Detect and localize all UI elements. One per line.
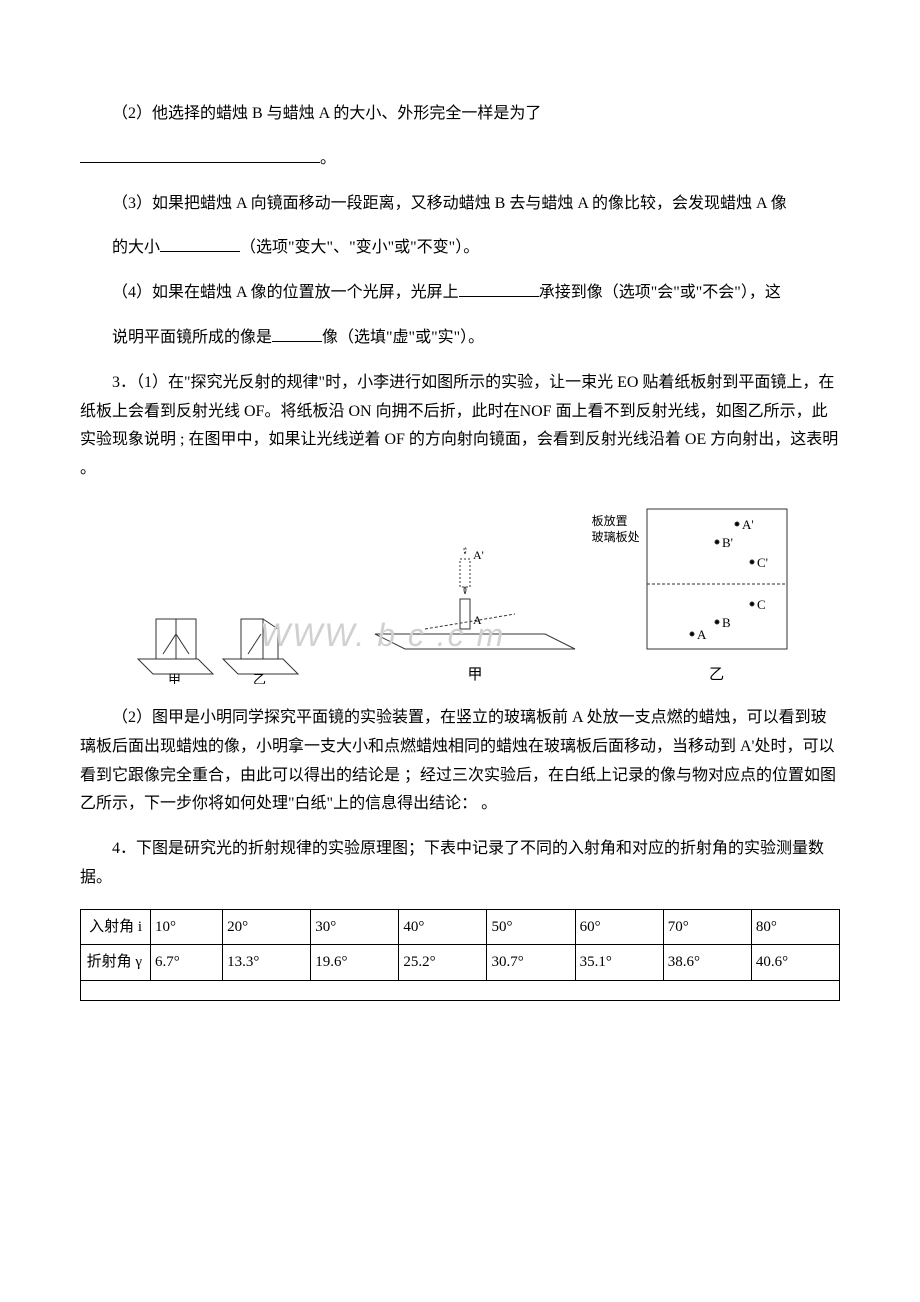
svg-text:A: A [473, 613, 482, 627]
blank-fill [459, 281, 539, 297]
q2-p4-part2: 承接到像（选项"会"或"不会"），这 [539, 284, 781, 301]
glass-annotation: 板放置 玻璃板处 [592, 514, 640, 545]
cell: 30.7° [487, 945, 575, 981]
cell: 80° [751, 909, 839, 945]
cell: 30° [311, 909, 399, 945]
mirror-candle-diagram: A A' 甲 [365, 539, 585, 684]
cell: 40° [399, 909, 487, 945]
cell: 35.1° [575, 945, 663, 981]
cell: 13.3° [223, 945, 311, 981]
svg-text:C: C [757, 597, 766, 612]
cell: 70° [663, 909, 751, 945]
table-row-incidence: 入射角 i 10° 20° 30° 40° 50° 60° 70° 80° [81, 909, 840, 945]
q3-p2-text: （2）图甲是小明同学探究平面镜的实验装置，在竖立的玻璃板前 A 处放一支点燃的蜡… [80, 709, 836, 812]
points-diagram: 板放置 玻璃板处 A' B' C' C B [642, 504, 792, 684]
q2-part2: （2）他选择的蜡烛 B 与蜡烛 A 的大小、外形完全一样是为了 [80, 100, 840, 129]
cell: 10° [151, 909, 223, 945]
document-body: （2）他选择的蜡烛 B 与蜡烛 A 的大小、外形完全一样是为了 。 （3）如果把… [80, 100, 840, 1001]
q2-part4-b: 说明平面镜所成的像是 像（选填"虚"或"实"）。 [80, 324, 840, 353]
blank-fill [160, 236, 240, 252]
q2-p4-part4: 像（选填"虚"或"实"）。 [322, 329, 484, 346]
q2-part4-a: （4）如果在蜡烛 A 像的位置放一个光屏，光屏上 承接到像（选项"会"或"不会"）… [80, 279, 840, 308]
points-svg: A' B' C' C B A [642, 504, 792, 654]
svg-text:甲: 甲 [168, 672, 181, 684]
q2-p4-part3: 说明平面镜所成的像是 [112, 329, 272, 346]
right-label: 乙 [709, 663, 724, 684]
q2-p3-part2: 的大小 [112, 239, 160, 256]
cell: 25.2° [399, 945, 487, 981]
svg-text:B': B' [722, 535, 733, 550]
q2-p3-part3: （选项"变大"、"变小"或"不变"）。 [240, 239, 479, 256]
cell: 19.6° [311, 945, 399, 981]
candle-svg: A A' [365, 539, 585, 659]
svg-text:乙: 乙 [253, 672, 266, 684]
diagram-container: WWW. b c .c m 甲 [80, 504, 840, 684]
cell: 20° [223, 909, 311, 945]
q2-p2-blank-line: 。 [80, 145, 840, 174]
q2-part3-b: 的大小 （选项"变大"、"变小"或"不变"）。 [80, 234, 840, 263]
svg-text:A': A' [473, 548, 484, 562]
q2-p2-suffix: 。 [320, 150, 336, 167]
cell: 38.6° [663, 945, 751, 981]
table-row-refraction: 折射角 γ 6.7° 13.3° 19.6° 25.2° 30.7° 35.1°… [81, 945, 840, 981]
row2-label: 折射角 γ [81, 945, 151, 981]
middle-label: 甲 [467, 663, 482, 684]
svg-text:A': A' [742, 517, 754, 532]
q4-intro-text: 4．下图是研究光的折射规律的实验原理图；下表中记录了不同的入射角和对应的折射角的… [80, 840, 824, 886]
table-row-empty [81, 980, 840, 1000]
reflection-diagram-jia-yi: 甲 乙 [128, 594, 308, 684]
q2-p4-part1: （4）如果在蜡烛 A 像的位置放一个光屏，光屏上 [112, 284, 459, 301]
svg-text:C': C' [757, 555, 768, 570]
q2-p2-text: （2）他选择的蜡烛 B 与蜡烛 A 的大小、外形完全一样是为了 [112, 105, 541, 122]
q3-p1-text: 3．（1）在"探究光反射的规律"时，小李进行如图所示的实验，让一束光 EO 贴着… [80, 374, 838, 477]
q4-intro: 4．下图是研究光的折射规律的实验原理图；下表中记录了不同的入射角和对应的折射角的… [80, 835, 840, 893]
row1-label: 入射角 i [81, 909, 151, 945]
reflection-svg: 甲 乙 [128, 594, 308, 684]
empty-cell [81, 980, 840, 1000]
blank-fill [272, 326, 322, 342]
q2-part3-a: （3）如果把蜡烛 A 向镜面移动一段距离，又移动蜡烛 B 去与蜡烛 A 的像比较… [80, 190, 840, 219]
blank-fill [80, 147, 320, 163]
q3-part1: 3．（1）在"探究光反射的规律"时，小李进行如图所示的实验，让一束光 EO 贴着… [80, 369, 840, 484]
svg-text:B: B [722, 615, 731, 630]
cell: 40.6° [751, 945, 839, 981]
q2-p3-part1: （3）如果把蜡烛 A 向镜面移动一段距离，又移动蜡烛 B 去与蜡烛 A 的像比较… [112, 195, 787, 212]
refraction-data-table: 入射角 i 10° 20° 30° 40° 50° 60° 70° 80° 折射… [80, 909, 840, 1001]
q3-part2: （2）图甲是小明同学探究平面镜的实验装置，在竖立的玻璃板前 A 处放一支点燃的蜡… [80, 704, 840, 819]
cell: 6.7° [151, 945, 223, 981]
cell: 60° [575, 909, 663, 945]
cell: 50° [487, 909, 575, 945]
svg-text:A: A [697, 627, 707, 642]
